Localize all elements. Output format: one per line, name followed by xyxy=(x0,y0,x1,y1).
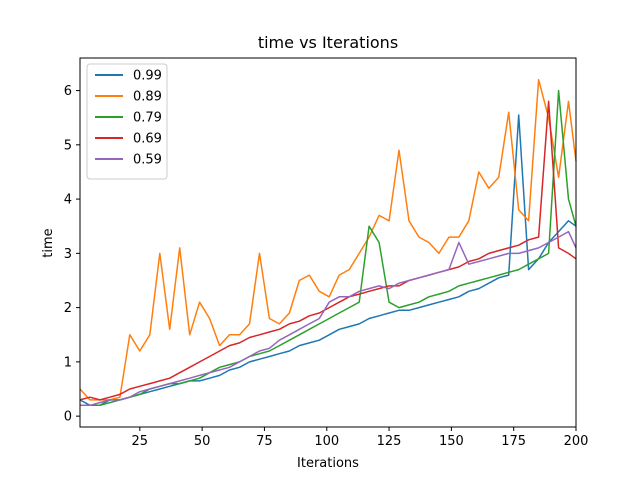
y-tick-label-3: 3 xyxy=(64,247,72,262)
legend-label-0: 0.99 xyxy=(133,69,162,84)
x-tick-label-6: 175 xyxy=(501,434,526,449)
x-tick-label-7: 200 xyxy=(564,434,589,449)
x-tick-label-4: 125 xyxy=(377,434,402,449)
x-tick-label-5: 150 xyxy=(439,434,464,449)
x-tick-label-1: 50 xyxy=(194,434,211,449)
legend-label-3: 0.69 xyxy=(133,132,162,147)
legend-label-4: 0.59 xyxy=(133,153,162,168)
y-tick-label-6: 6 xyxy=(64,84,72,99)
y-axis-title: time xyxy=(41,228,56,257)
legend-label-1: 0.89 xyxy=(133,90,162,105)
y-tick-label-1: 1 xyxy=(64,355,72,370)
x-tick-label-2: 75 xyxy=(256,434,273,449)
y-tick-label-5: 5 xyxy=(64,138,72,153)
series-line-1 xyxy=(79,78,577,401)
series-line-3 xyxy=(79,100,577,401)
plot-area: 25 50 75 100 125 150 175 200 0 1 2 3 4 5 6 xyxy=(64,57,589,449)
x-tick-label-0: 25 xyxy=(132,434,149,449)
series-line-4 xyxy=(80,230,577,407)
series-line-0 xyxy=(79,114,577,407)
legend-box xyxy=(86,63,168,180)
chart-title: time vs Iterations xyxy=(258,33,398,52)
y-tick-label-2: 2 xyxy=(64,301,72,316)
y-tick-label-4: 4 xyxy=(64,193,72,208)
y-tick-label-0: 0 xyxy=(64,410,72,425)
axes-frame xyxy=(79,57,577,428)
legend-label-2: 0.79 xyxy=(133,111,162,126)
x-tick-label-3: 100 xyxy=(314,434,339,449)
legend: 0.99 0.89 0.79 0.69 0.59 xyxy=(86,63,168,180)
x-axis-title: Iterations xyxy=(297,456,359,471)
